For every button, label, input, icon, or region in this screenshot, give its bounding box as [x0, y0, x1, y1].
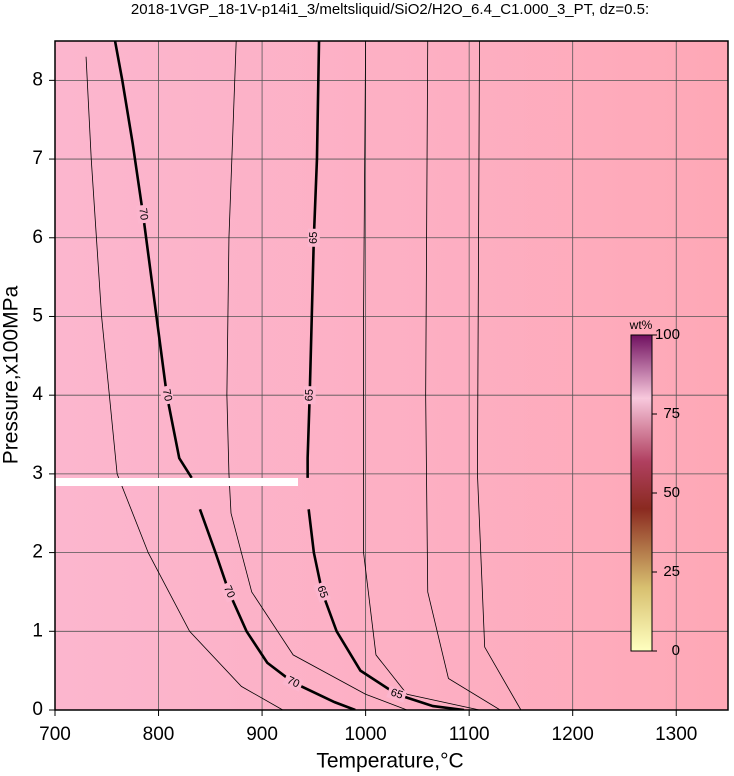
colorbar-tick-label: 0: [672, 642, 680, 659]
y-tick-label: 7: [32, 148, 43, 169]
plot-frame: [54, 40, 729, 711]
contour-line: [113, 41, 356, 710]
x-tick-label: 700: [39, 724, 71, 745]
colorbar-label: wt%: [629, 318, 653, 332]
x-tick-label: 1000: [344, 724, 386, 745]
colorbar-ticks: 0 25 50 75 100: [652, 326, 680, 659]
contour-line: [477, 41, 522, 710]
contour-label-group: 65: [386, 685, 408, 703]
contour-line: [363, 41, 480, 710]
contour-label: 70: [160, 388, 174, 402]
y-tick-label: 8: [32, 69, 43, 90]
contour-label-bg: [219, 581, 239, 603]
contour-label: 70: [221, 584, 237, 600]
contour-label: 65: [314, 584, 329, 600]
y-axis-label: Pressure,x100MPa: [0, 285, 23, 464]
contour-label-group: 65: [303, 385, 316, 405]
grid: [49, 41, 728, 716]
colorbar-tick-label: 75: [663, 405, 680, 422]
plot-background: [55, 41, 728, 710]
contour-label: 65: [303, 389, 315, 402]
contour-line: [425, 41, 501, 710]
contour-label: 65: [389, 687, 404, 702]
contour-label: 70: [285, 674, 301, 690]
data-gap: [55, 478, 298, 486]
x-axis-label: Temperature,°C: [316, 750, 463, 773]
y-tick-label: 3: [32, 463, 43, 484]
colorbar-tick-label: 25: [663, 563, 680, 580]
contour-labels: 70 70 70 70 65 65 65 65: [135, 204, 408, 703]
contour-label-bg: [313, 581, 331, 603]
contour-label-bg: [282, 673, 304, 692]
colorbar-tick-label: 100: [655, 326, 680, 343]
y-tick-label: 2: [32, 542, 43, 563]
x-tick-label: 1100: [449, 724, 490, 745]
contour-label-group: 70: [282, 673, 304, 692]
contour-line: [85, 56, 283, 710]
y-tick-label: 4: [32, 384, 43, 405]
contour-label-group: 70: [219, 581, 239, 603]
x-tick-label: 1300: [655, 724, 697, 745]
chart-title: 2018-1VGP_18-1V-p14i1_3/meltsliquid/SiO2…: [131, 1, 649, 18]
contour-label-group: 70: [135, 204, 151, 224]
colorbar: [630, 334, 653, 652]
y-tick-label: 6: [32, 227, 43, 248]
contour-label-group: 65: [313, 581, 331, 603]
contour-line: [226, 41, 408, 710]
contour-label-group: 65: [307, 228, 321, 247]
y-tick-label: 1: [32, 620, 43, 641]
contour-line: [306, 41, 465, 710]
colorbar-tick-label: 50: [663, 484, 680, 501]
contour-label-bg: [386, 685, 408, 703]
contour-label-group: 70: [159, 385, 175, 406]
contour-label-bg: [307, 228, 321, 247]
y-tick-label: 5: [32, 305, 43, 326]
contours: [85, 41, 522, 710]
x-tick-label: 900: [246, 724, 278, 745]
contour-label-bg: [303, 385, 316, 405]
contour-label-bg: [135, 204, 151, 224]
contour-label-bg: [159, 385, 175, 406]
contour-label: 65: [308, 231, 320, 244]
y-tick-label: 0: [32, 699, 43, 720]
contour-label: 70: [136, 207, 149, 221]
x-tick-label: 1200: [552, 724, 594, 745]
x-tick-label: 800: [143, 724, 175, 745]
